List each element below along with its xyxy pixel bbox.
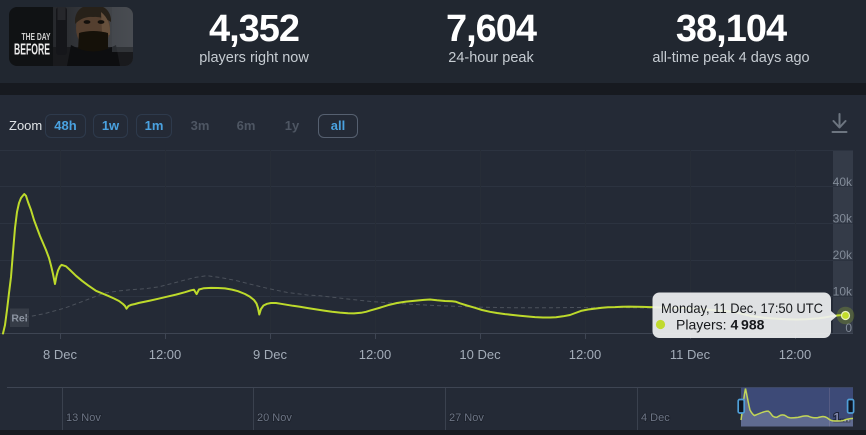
svg-text:8 Dec: 8 Dec (43, 347, 77, 362)
svg-text:4 Dec: 4 Dec (641, 412, 670, 424)
svg-text:BEFORE: BEFORE (14, 42, 50, 59)
svg-text:12:00: 12:00 (569, 347, 602, 362)
svg-text:Players: 4 988: Players: 4 988 (676, 317, 765, 333)
svg-text:9 Dec: 9 Dec (253, 347, 287, 362)
svg-text:13 Nov: 13 Nov (66, 412, 101, 424)
svg-text:20k: 20k (833, 248, 853, 262)
svg-text:10 Dec: 10 Dec (459, 347, 501, 362)
svg-text:12:00: 12:00 (149, 347, 182, 362)
svg-text:12:00: 12:00 (359, 347, 392, 362)
svg-text:Rel: Rel (11, 313, 27, 325)
svg-text:27 Nov: 27 Nov (449, 412, 484, 424)
svg-text:11 Dec: 11 Dec (670, 347, 711, 362)
svg-text:10k: 10k (833, 285, 853, 299)
svg-text:20 Nov: 20 Nov (257, 412, 292, 424)
svg-text:12:00: 12:00 (779, 347, 812, 362)
svg-text:40k: 40k (833, 175, 853, 189)
svg-text:30k: 30k (833, 212, 853, 226)
svg-text:Monday, 11 Dec, 17:50 UTC: Monday, 11 Dec, 17:50 UTC (661, 300, 823, 316)
svg-text:THE DAY: THE DAY (22, 32, 51, 43)
svg-text:0: 0 (845, 321, 852, 335)
